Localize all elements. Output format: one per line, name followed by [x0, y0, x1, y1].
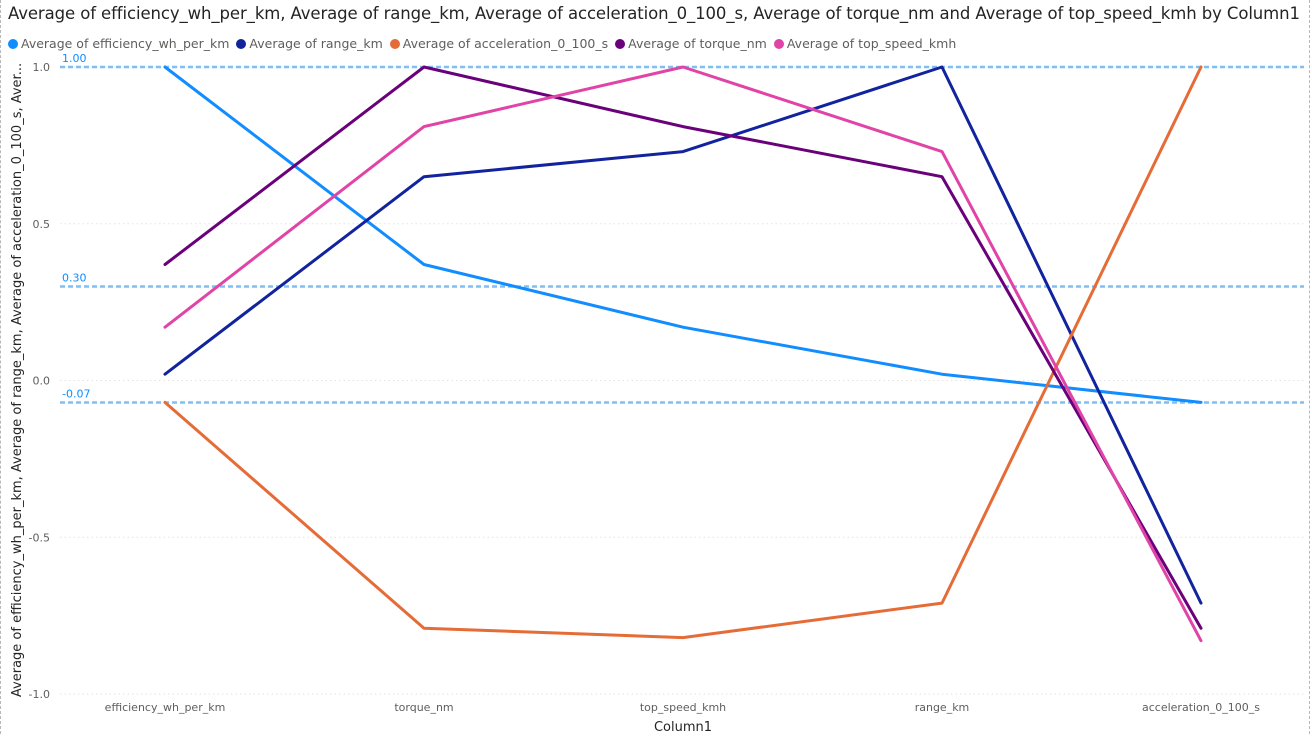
y-axis-title: Average of efficiency_wh_per_km, Average…: [10, 63, 25, 697]
y-tick-label: -1.0: [29, 688, 50, 701]
reference-lines: 1.00 0.30 -0.07: [60, 52, 1304, 404]
reference-line-label: 1.00: [62, 52, 87, 65]
legend-marker: [8, 38, 18, 49]
legend-marker: [615, 38, 626, 49]
x-axis-title: Column1: [654, 720, 712, 735]
grid-layer: [60, 66, 1304, 695]
reference-line-label: -0.07: [62, 387, 90, 400]
legend-label: Average of top_speed_kmh: [786, 36, 957, 51]
legend-item[interactable]: Average of acceleration_0_100_s: [389, 36, 609, 51]
series-line[interactable]: [163, 65, 1203, 643]
legend-marker: [389, 38, 400, 49]
series-line[interactable]: [163, 65, 1203, 640]
series-line[interactable]: [163, 65, 1203, 630]
series-line[interactable]: [163, 65, 1203, 605]
x-tick-label: range_km: [915, 701, 970, 714]
y-tick-label: -0.5: [29, 531, 50, 544]
legend-label: Average of efficiency_wh_per_km: [21, 36, 230, 51]
legend-marker: [236, 38, 247, 49]
chart-legend: Average of efficiency_wh_per_km Average o…: [8, 36, 963, 51]
legend-label: Average of acceleration_0_100_s: [402, 36, 609, 51]
legend-item[interactable]: Average of range_km: [236, 36, 383, 51]
legend-item[interactable]: Average of efficiency_wh_per_km: [8, 36, 229, 51]
legend-label: Average of torque_nm: [628, 36, 767, 51]
axis-layer: 1.0 0.5 0.0 -0.5 -1.0 efficiency_wh_per_km tor…: [29, 61, 1261, 714]
legend-item[interactable]: Average of top_speed_kmh: [773, 36, 957, 51]
reference-line-label: 0.30: [62, 271, 87, 284]
x-tick-label: torque_nm: [394, 701, 453, 714]
series-layer: [163, 65, 1203, 643]
legend-label: Average of range_km: [249, 36, 383, 51]
y-tick-label: 0.0: [33, 375, 51, 388]
x-tick-label: acceleration_0_100_s: [1142, 701, 1260, 714]
x-tick-label: efficiency_wh_per_km: [105, 701, 226, 714]
legend-item[interactable]: Average of torque_nm: [615, 36, 767, 51]
x-tick-label: top_speed_kmh: [640, 701, 726, 714]
chart-title: Average of efficiency_wh_per_km, Average…: [8, 4, 1300, 23]
y-tick-label: 0.5: [33, 218, 51, 231]
legend-marker: [773, 38, 784, 49]
y-tick-label: 1.0: [33, 61, 51, 74]
series-line[interactable]: [163, 65, 1203, 404]
